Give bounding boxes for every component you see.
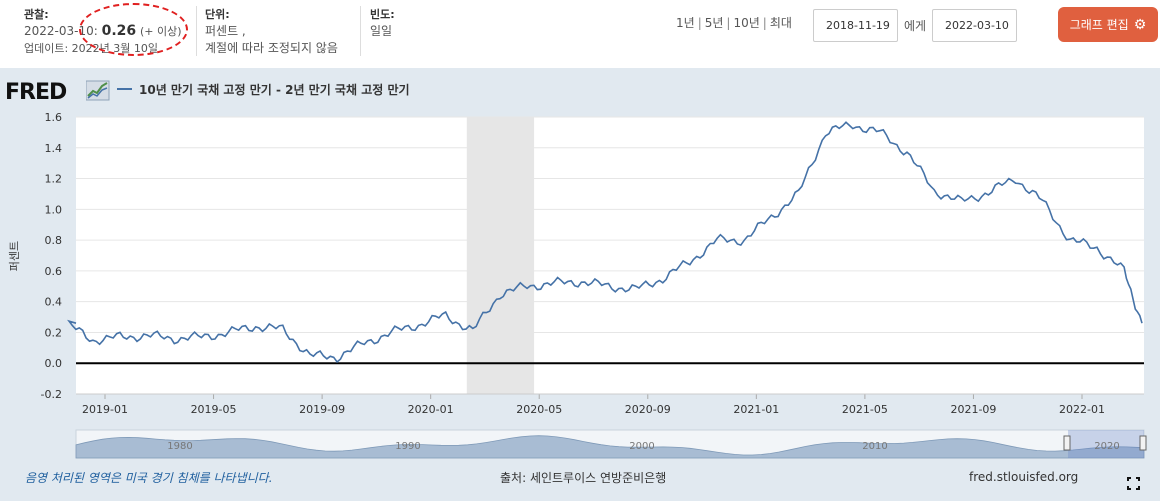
divider (196, 6, 197, 56)
units-label: 단위: (205, 8, 230, 21)
frequency-value: 일일 (370, 24, 393, 38)
x-tick-label: 2022-01 (1059, 403, 1105, 416)
recession-band (466, 117, 535, 394)
x-tick-label: 2019-09 (299, 403, 345, 416)
source-text: 출처: 세인트루이스 연방준비은행 (500, 471, 667, 485)
fullscreen-icon[interactable] (1127, 477, 1140, 490)
range-5y[interactable]: 5년 (704, 16, 724, 30)
range-max[interactable]: 최대 (769, 16, 792, 30)
x-tick-label: 2019-05 (191, 403, 237, 416)
navigator-tick-label: 2000 (629, 441, 654, 452)
x-tick-label: 2021-09 (950, 403, 996, 416)
y-tick-label: -0.2 (41, 388, 62, 401)
navigator-series (75, 435, 1145, 459)
recession-note: 음영 처리된 영역은 미국 경기 침체를 나타냅니다. (25, 471, 273, 485)
y-tick-label: 0.4 (45, 296, 63, 309)
y-tick-label: 0.2 (45, 326, 63, 339)
navigator-handle-right (1139, 435, 1147, 451)
x-tick-label: 2021-05 (842, 403, 888, 416)
navigator-tick-label: 1980 (167, 441, 192, 452)
y-tick-label: 0.8 (45, 234, 63, 247)
x-tick-label: 2019-01 (82, 403, 128, 416)
range-1y[interactable]: 1년 (676, 16, 695, 30)
observation-label: 관찰: (24, 8, 49, 21)
range-selector: 1년 | 5년 | 10년 | 최대 (676, 16, 792, 30)
range-10y[interactable]: 10년 (733, 16, 760, 30)
fred-site-link[interactable]: fred.stlouisfed.org (969, 470, 1079, 484)
updated-date: 업데이트: 2022년 3월 10일 (24, 42, 159, 55)
fred-logo-chart-icon (86, 80, 110, 101)
observation-note[interactable]: (+ 이상) (139, 25, 182, 38)
date-to-label: 에게 (904, 19, 927, 33)
date-from-input[interactable] (813, 9, 898, 42)
observation-value: 0.26 (101, 23, 137, 39)
y-tick-label: 0.6 (45, 265, 63, 278)
units-block: 단위: 퍼센트 , 계절에 따라 조정되지 않음 (205, 6, 355, 57)
navigator-tick-label: 2020 (1094, 441, 1119, 452)
units-line1: 퍼센트 , (205, 24, 246, 38)
y-axis-title: 퍼센트 (8, 241, 21, 271)
edit-graph-button[interactable]: 그래프 편집 ⚙ (1058, 7, 1158, 42)
date-to-input[interactable] (932, 9, 1017, 42)
y-tick-label: 1.6 (45, 111, 63, 124)
units-line2: 계절에 따라 조정되지 않음 (205, 41, 338, 55)
navigator-selection (1068, 430, 1144, 458)
navigator-tick-label: 2010 (862, 441, 887, 452)
y-tick-label: 1.0 (45, 203, 63, 216)
y-tick-label: 0.0 (45, 357, 63, 370)
plot-area (76, 117, 1144, 394)
x-tick-label: 2020-05 (516, 403, 562, 416)
y-tick-label: 1.2 (45, 173, 63, 186)
frequency-label: 빈도: (370, 8, 395, 21)
x-tick-label: 2020-09 (625, 403, 671, 416)
x-tick-label: 2021-01 (733, 403, 779, 416)
edit-graph-label: 그래프 편집 (1069, 18, 1129, 32)
legend-swatch (117, 88, 132, 90)
series-line (67, 121, 1143, 364)
frequency-block: 빈도: 일일 (370, 6, 420, 40)
gear-icon: ⚙ (1133, 16, 1147, 33)
divider (360, 6, 361, 56)
fred-logo[interactable]: FRED (5, 80, 67, 105)
navigator-handle-left (1063, 435, 1071, 451)
y-tick-label: 1.4 (45, 142, 63, 155)
navigator-tick-label: 1990 (395, 441, 420, 452)
legend-label[interactable]: 10년 만기 국채 고정 만기 - 2년 만기 국채 고정 만기 (139, 83, 410, 97)
x-tick-label: 2020-01 (408, 403, 454, 416)
